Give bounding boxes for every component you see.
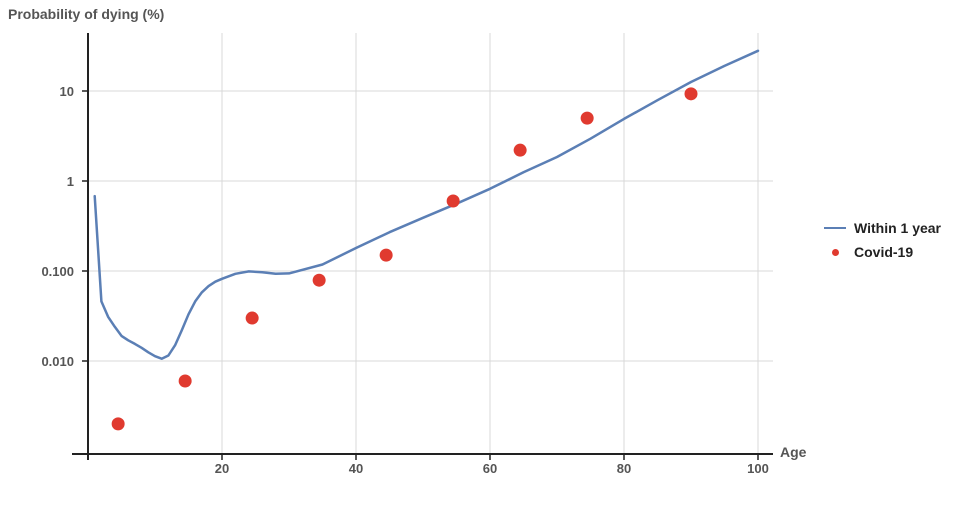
grid [88,33,773,454]
legend-label-line: Within 1 year [854,220,942,236]
data-point-covid-19 [379,248,393,262]
series-area [93,49,760,431]
x-axis-title: Age [780,444,807,460]
legend-line-swatch [822,221,848,235]
data-point-covid-19 [245,311,259,325]
data-point-covid-19 [684,87,698,101]
x-tick-label: 60 [483,461,497,476]
data-point-covid-19 [513,143,527,157]
y-tick-label: 10 [60,84,74,99]
legend-item-dots: Covid-19 [822,240,941,264]
legend: Within 1 year Covid-19 [822,216,941,264]
axes [72,33,773,460]
ticks: 20 40 60 80 100 10 1 0.100 0.010 [41,84,768,476]
x-tick-label: 80 [617,461,631,476]
series-line-within-1-year [93,49,760,360]
x-tick-label: 40 [349,461,363,476]
y-tick-label: 0.010 [41,354,74,369]
data-point-covid-19 [580,111,594,125]
legend-label-dots: Covid-19 [854,244,914,260]
data-point-covid-19 [446,194,460,208]
data-point-covid-19 [178,374,192,388]
data-point-covid-19 [312,273,326,287]
y-tick-label: 0.100 [41,264,74,279]
data-point-covid-19 [111,417,125,431]
y-axis-title: Probability of dying (%) [8,6,165,22]
legend-item-line: Within 1 year [822,216,941,240]
x-tick-label: 20 [215,461,229,476]
legend-dot-swatch [822,245,848,259]
x-tick-label: 100 [747,461,769,476]
y-tick-label: 1 [67,174,74,189]
